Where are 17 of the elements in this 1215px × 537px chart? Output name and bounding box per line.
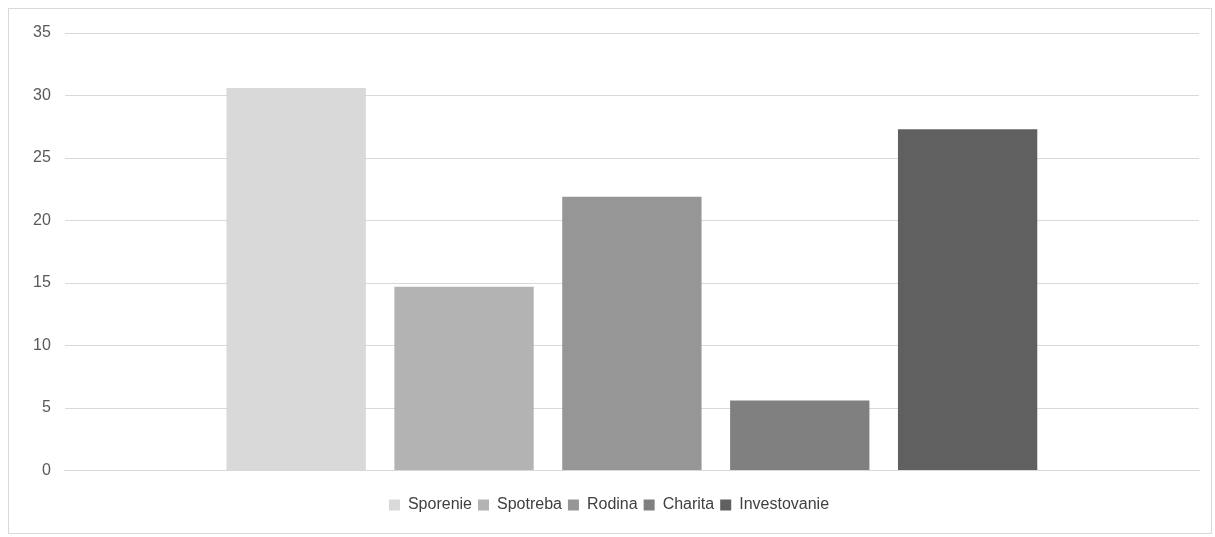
legend-label: Charita — [662, 495, 715, 513]
y-tick-label: 35 — [33, 23, 51, 41]
y-tick-label: 5 — [41, 398, 51, 416]
y-tick-label: 20 — [33, 210, 51, 228]
legend-label: Spotreba — [497, 495, 563, 513]
bar — [730, 400, 870, 471]
legend-label: Investovanie — [739, 495, 830, 513]
y-tick-label: 10 — [33, 335, 51, 353]
legend-label: Sporenie — [407, 495, 473, 513]
y-tick-label: 25 — [33, 148, 51, 166]
bar — [562, 196, 702, 471]
y-tick-label: 0 — [41, 461, 51, 479]
y-tick-label: 30 — [33, 85, 51, 103]
y-tick-label: 15 — [33, 273, 51, 291]
bar — [394, 286, 534, 471]
legend-label: Rodina — [586, 495, 638, 513]
bar — [897, 129, 1038, 471]
